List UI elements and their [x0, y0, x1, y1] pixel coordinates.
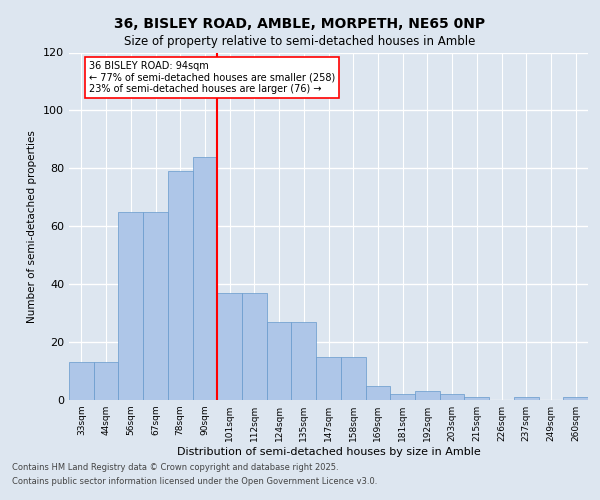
X-axis label: Distribution of semi-detached houses by size in Amble: Distribution of semi-detached houses by …: [176, 447, 481, 457]
Y-axis label: Number of semi-detached properties: Number of semi-detached properties: [28, 130, 37, 322]
Bar: [514, 397, 539, 400]
Bar: [217, 293, 242, 400]
Bar: [464, 397, 489, 400]
Bar: [316, 356, 341, 400]
Bar: [168, 171, 193, 400]
Bar: [94, 362, 118, 400]
Bar: [143, 212, 168, 400]
Bar: [563, 397, 588, 400]
Bar: [341, 356, 365, 400]
Text: Contains public sector information licensed under the Open Government Licence v3: Contains public sector information licen…: [12, 478, 377, 486]
Bar: [267, 322, 292, 400]
Text: 36, BISLEY ROAD, AMBLE, MORPETH, NE65 0NP: 36, BISLEY ROAD, AMBLE, MORPETH, NE65 0N…: [115, 18, 485, 32]
Bar: [292, 322, 316, 400]
Bar: [69, 362, 94, 400]
Bar: [193, 157, 217, 400]
Text: Size of property relative to semi-detached houses in Amble: Size of property relative to semi-detach…: [124, 35, 476, 48]
Bar: [390, 394, 415, 400]
Bar: [242, 293, 267, 400]
Bar: [118, 212, 143, 400]
Bar: [415, 392, 440, 400]
Text: Contains HM Land Registry data © Crown copyright and database right 2025.: Contains HM Land Registry data © Crown c…: [12, 462, 338, 471]
Bar: [440, 394, 464, 400]
Text: 36 BISLEY ROAD: 94sqm
← 77% of semi-detached houses are smaller (258)
23% of sem: 36 BISLEY ROAD: 94sqm ← 77% of semi-deta…: [89, 61, 335, 94]
Bar: [365, 386, 390, 400]
